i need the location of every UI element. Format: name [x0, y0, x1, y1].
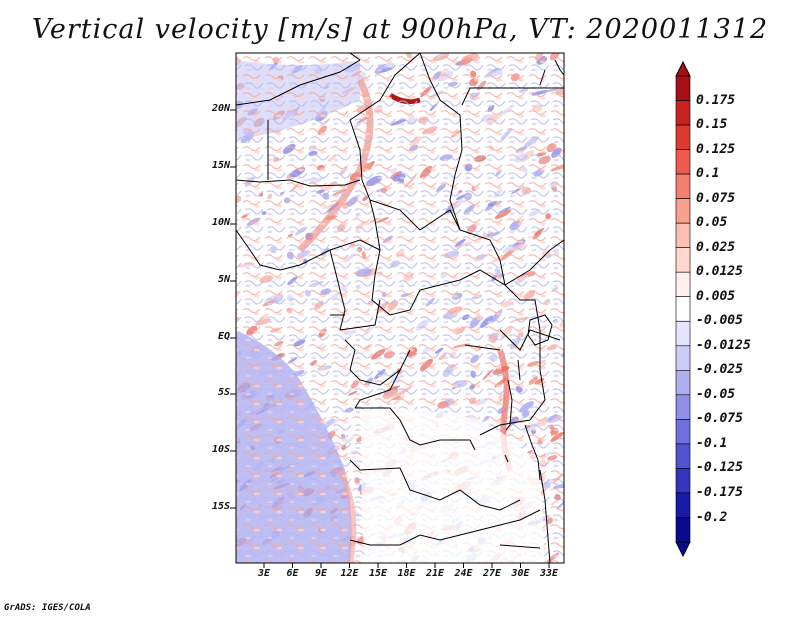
lat-label: 10S — [211, 444, 230, 455]
colorbar-label: -0.0125 — [696, 337, 751, 353]
colorbar-label: 0.0125 — [696, 264, 743, 280]
colorbar-label: 0.175 — [696, 92, 736, 108]
colorbar-label: -0.075 — [696, 411, 743, 427]
colorbar — [675, 60, 691, 558]
map-frame — [235, 52, 565, 564]
axis-ticks — [230, 109, 550, 568]
lon-label: 24E — [454, 568, 473, 579]
colorbar-segment — [675, 394, 691, 420]
colorbar-segment — [675, 247, 691, 273]
country-borders — [236, 53, 564, 563]
colorbar-label: 0.15 — [696, 117, 728, 133]
lon-label: 30E — [511, 568, 530, 579]
chart-title: Vertical velocity [m/s] at 900hPa, VT: 2… — [31, 14, 769, 45]
colorbar-label: -0.125 — [696, 460, 743, 476]
lon-label: 21E — [425, 568, 445, 579]
lat-label: 5S — [217, 387, 230, 398]
lon-label: 18E — [397, 568, 416, 579]
lon-label: 12E — [340, 568, 359, 579]
colorbar-label: -0.025 — [696, 362, 743, 378]
colorbar-label: 0.005 — [696, 288, 736, 304]
colorbar-segment — [675, 271, 691, 298]
colorbar-segment — [675, 222, 691, 248]
colorbar-label: -0.2 — [696, 509, 728, 525]
colorbar-segment — [675, 75, 691, 101]
lon-label: 3E — [257, 568, 271, 579]
lat-label: 15S — [211, 501, 230, 512]
colorbar-segment — [675, 468, 691, 494]
lon-label: 27E — [482, 568, 502, 579]
colorbar-segment — [675, 320, 691, 347]
colorbar-segment — [675, 173, 691, 199]
lon-label: 6E — [286, 568, 299, 579]
colorbar-label: -0.05 — [696, 386, 736, 402]
lakes — [504, 314, 553, 481]
colorbar-segment — [675, 419, 691, 445]
colorbar-segment — [675, 124, 691, 150]
lat-label: 5N — [217, 274, 230, 285]
colorbar-segment — [675, 443, 691, 469]
lon-label: 33E — [539, 568, 559, 579]
colorbar-segment — [675, 296, 691, 322]
lat-label: 10N — [211, 217, 230, 228]
colorbar-top-arrow — [675, 60, 691, 77]
colorbar-segment — [675, 198, 691, 224]
colorbar-label: 0.1 — [696, 166, 720, 182]
colorbar-segment — [675, 517, 691, 543]
calm-region — [360, 408, 545, 563]
colorbar-segment — [675, 369, 691, 396]
colorbar-label: -0.175 — [696, 484, 743, 500]
lon-label: 15E — [368, 568, 388, 579]
lat-label: 20N — [211, 103, 230, 114]
field-layer — [236, 53, 564, 563]
lon-label: 9E — [314, 568, 328, 579]
colorbar-label: 0.05 — [696, 215, 728, 231]
colorbar-label: 0.125 — [696, 141, 736, 157]
colorbar-segment — [675, 100, 691, 126]
lat-label: 15N — [211, 160, 230, 171]
credit-text: GrADS: IGES/COLA — [4, 603, 91, 613]
lat-label: EQ — [217, 331, 230, 342]
colorbar-label: 0.025 — [696, 239, 736, 255]
colorbar-label: -0.005 — [696, 313, 743, 329]
colorbar-segment — [675, 345, 691, 371]
colorbar-segment — [675, 149, 691, 175]
colorbar-segment — [675, 492, 691, 518]
colorbar-label: 0.075 — [696, 190, 736, 206]
colorbar-label: -0.1 — [696, 435, 728, 451]
colorbar-bottom-arrow — [675, 541, 691, 558]
